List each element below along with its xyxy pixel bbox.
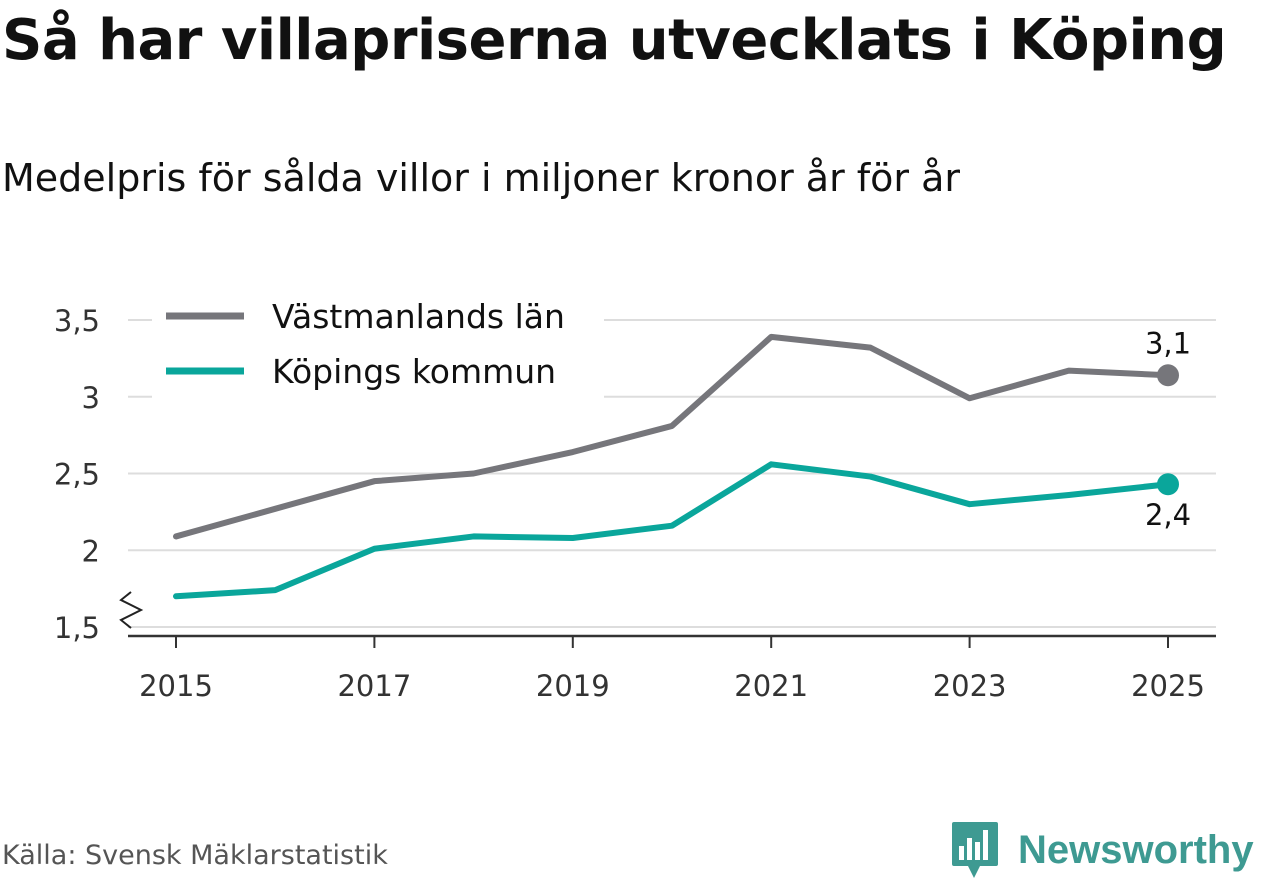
legend-background [152, 290, 604, 402]
brand-logo: Newsworthy [950, 820, 1254, 880]
series-end-label: 2,4 [1145, 498, 1191, 532]
y-tick-label: 3,5 [54, 304, 100, 338]
legend: Västmanlands län Köpings kommun [152, 290, 604, 402]
x-tick-label: 2017 [337, 669, 411, 703]
x-tick-label: 2021 [734, 669, 808, 703]
chart-subtitle: Medelpris för sålda villor i miljoner kr… [2, 156, 961, 200]
x-tick-label: 2019 [536, 669, 610, 703]
x-tick-label: 2023 [933, 669, 1007, 703]
x-tick-label: 2025 [1131, 669, 1205, 703]
x-axis: 2015 2017 2019 2021 2023 2025 [128, 634, 1216, 703]
y-axis: 1,5 2 2,5 3 3,5 [54, 304, 144, 645]
chart-title: Så har villapriserna utvecklats i Köping [2, 8, 1227, 73]
series-end-point [1157, 473, 1179, 496]
y-tick-label: 3 [82, 381, 100, 415]
y-tick-label: 1,5 [54, 611, 100, 645]
series-end-label: 3,1 [1145, 326, 1191, 360]
series-line [173, 333, 1171, 540]
y-tick-label: 2,5 [54, 458, 100, 492]
legend-label: Köpings kommun [272, 352, 556, 391]
legend-label: Västmanlands län [272, 297, 565, 336]
source-note: Källa: Svensk Mäklarstatistik [2, 840, 388, 871]
series-line [173, 461, 1171, 600]
x-tick-label: 2015 [139, 669, 213, 703]
y-tick-label: 2 [82, 534, 100, 568]
newsworthy-logo-icon [952, 822, 998, 878]
series-lines: 3,1 2,4 [173, 326, 1191, 600]
axis-break-mark [119, 591, 144, 629]
series-end-point [1157, 364, 1179, 387]
brand-name: Newsworthy [1018, 827, 1254, 872]
